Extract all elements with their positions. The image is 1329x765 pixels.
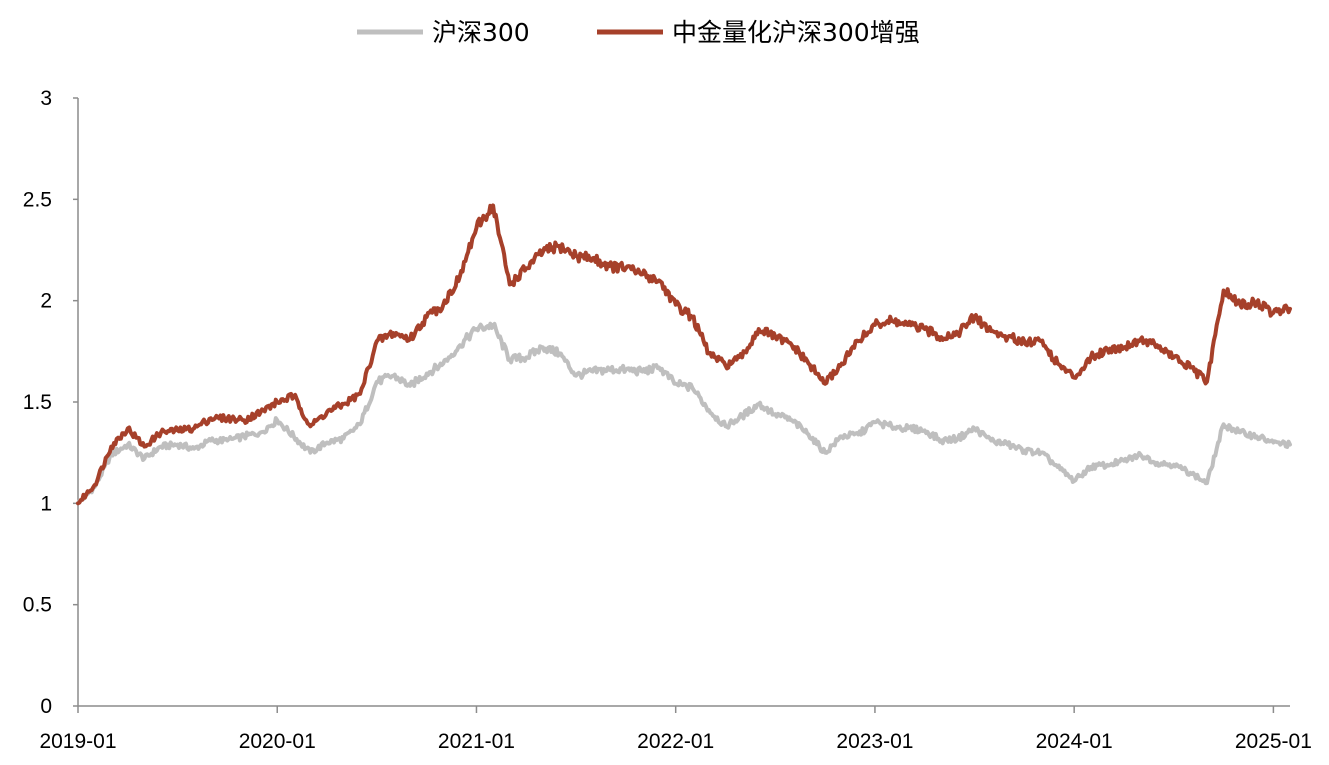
legend: 沪深300 中金量化沪深300增强 [357, 18, 920, 47]
series-line-1 [76, 203, 1292, 506]
series-layer [76, 203, 1292, 506]
y-tick-label: 1 [40, 492, 52, 515]
x-tick-label: 2023-01 [836, 730, 913, 753]
legend-label-0: 沪深300 [432, 18, 530, 47]
y-tick-label: 2.5 [23, 188, 52, 211]
y-tick-label: 2 [40, 290, 52, 313]
x-tick-label: 2025-01 [1235, 730, 1312, 753]
legend-label-1: 中金量化沪深300增强 [672, 18, 920, 47]
series-line-0 [76, 321, 1292, 506]
x-tick-label: 2024-01 [1036, 730, 1113, 753]
x-tick-label: 2021-01 [438, 730, 515, 753]
x-tick-label: 2022-01 [637, 730, 714, 753]
x-tick-label: 2020-01 [239, 730, 316, 753]
y-tick-label: 1.5 [23, 391, 52, 414]
axes: 0 0.5 1 1.5 2 2.5 3 2019-01 2020-01 2021-01 2022-0… [23, 87, 1312, 753]
x-tick-label: 2019-01 [39, 730, 116, 753]
y-tick-label: 0.5 [23, 594, 52, 617]
y-tick-label: 0 [40, 695, 52, 718]
y-tick-label: 3 [40, 87, 52, 110]
